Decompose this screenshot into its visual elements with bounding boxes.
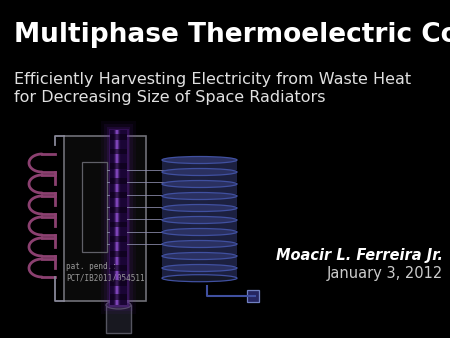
- Bar: [247, 290, 259, 302]
- Ellipse shape: [162, 252, 237, 260]
- Bar: [162, 220, 237, 230]
- Ellipse shape: [162, 228, 237, 236]
- Bar: [162, 208, 237, 218]
- Bar: [108, 128, 129, 307]
- Text: pat. pend.:
PCT/IB2011/054511: pat. pend.: PCT/IB2011/054511: [66, 262, 144, 283]
- Bar: [118, 130, 119, 305]
- Bar: [110, 265, 127, 271]
- Bar: [101, 121, 136, 314]
- Bar: [110, 280, 127, 286]
- Bar: [110, 294, 127, 300]
- Ellipse shape: [162, 275, 237, 282]
- Ellipse shape: [162, 156, 237, 164]
- Bar: [106, 305, 131, 333]
- Bar: [110, 221, 127, 227]
- Bar: [115, 130, 116, 305]
- Ellipse shape: [162, 193, 237, 199]
- Bar: [117, 130, 118, 305]
- Bar: [162, 256, 237, 266]
- Ellipse shape: [162, 265, 237, 271]
- Bar: [162, 244, 237, 254]
- Bar: [104, 124, 133, 311]
- Bar: [162, 172, 237, 182]
- Bar: [162, 196, 237, 206]
- Bar: [107, 127, 130, 308]
- Bar: [110, 130, 127, 305]
- Bar: [110, 207, 127, 213]
- Bar: [110, 149, 127, 154]
- Bar: [162, 232, 237, 242]
- Bar: [116, 130, 117, 305]
- Bar: [64, 136, 146, 301]
- Ellipse shape: [162, 204, 237, 212]
- Bar: [119, 130, 120, 305]
- Text: Multiphase Thermoelectric Converter: Multiphase Thermoelectric Converter: [14, 22, 450, 48]
- Ellipse shape: [162, 241, 237, 247]
- Bar: [113, 130, 114, 305]
- Bar: [82, 162, 107, 252]
- Text: January 3, 2012: January 3, 2012: [327, 266, 443, 281]
- Ellipse shape: [162, 169, 237, 175]
- Text: Moacir L. Ferreira Jr.: Moacir L. Ferreira Jr.: [276, 248, 443, 263]
- Bar: [110, 134, 127, 140]
- Bar: [110, 178, 127, 184]
- Bar: [120, 130, 121, 305]
- Bar: [110, 236, 127, 242]
- Text: for Decreasing Size of Space Radiators: for Decreasing Size of Space Radiators: [14, 90, 325, 105]
- Ellipse shape: [162, 217, 237, 223]
- Ellipse shape: [106, 301, 131, 309]
- Text: Efficiently Harvesting Electricity from Waste Heat: Efficiently Harvesting Electricity from …: [14, 72, 411, 87]
- Bar: [110, 163, 127, 169]
- Bar: [162, 268, 237, 278]
- Ellipse shape: [162, 180, 237, 188]
- Bar: [114, 130, 115, 305]
- Bar: [162, 184, 237, 194]
- Bar: [110, 192, 127, 198]
- Bar: [162, 160, 237, 170]
- Bar: [110, 251, 127, 257]
